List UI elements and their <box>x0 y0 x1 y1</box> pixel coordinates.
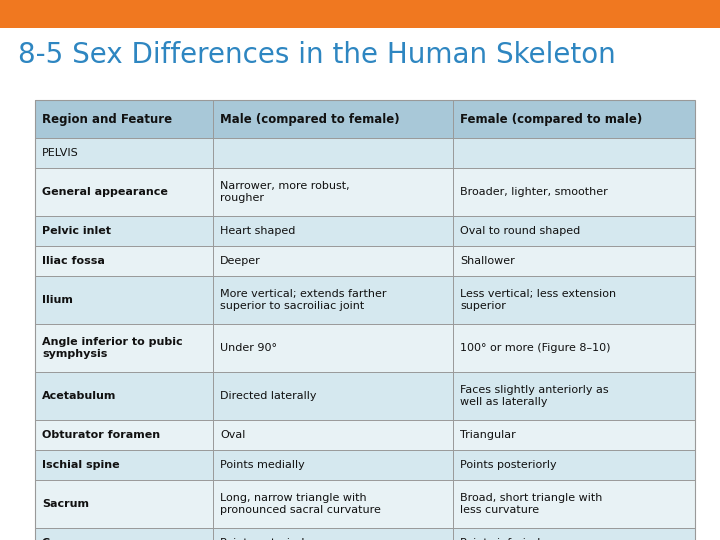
Text: Heart shaped: Heart shaped <box>220 226 295 236</box>
Text: PELVIS: PELVIS <box>42 148 78 158</box>
Bar <box>35 450 695 480</box>
Text: Obturator foramen: Obturator foramen <box>42 430 160 440</box>
Text: Triangular: Triangular <box>460 430 516 440</box>
Bar <box>35 138 695 168</box>
Text: Directed laterally: Directed laterally <box>220 391 317 401</box>
Bar <box>35 100 695 138</box>
Text: Sacrum: Sacrum <box>42 499 89 509</box>
Text: Points posteriorly: Points posteriorly <box>460 460 557 470</box>
Text: Under 90°: Under 90° <box>220 343 277 353</box>
Text: Acetabulum: Acetabulum <box>42 391 117 401</box>
Bar <box>35 480 695 528</box>
Text: Iliac fossa: Iliac fossa <box>42 256 105 266</box>
Bar <box>35 276 695 324</box>
Bar <box>35 420 695 450</box>
Bar <box>35 528 695 540</box>
Text: Long, narrow triangle with
pronounced sacral curvature: Long, narrow triangle with pronounced sa… <box>220 493 381 515</box>
Text: Deeper: Deeper <box>220 256 261 266</box>
Text: Points medially: Points medially <box>220 460 305 470</box>
Bar <box>35 216 695 246</box>
Bar <box>35 246 695 276</box>
Bar <box>35 168 695 216</box>
Bar <box>0 0 720 28</box>
Text: Broader, lighter, smoother: Broader, lighter, smoother <box>460 187 608 197</box>
Text: General appearance: General appearance <box>42 187 168 197</box>
Text: Ischial spine: Ischial spine <box>42 460 120 470</box>
Text: Points inferiorly: Points inferiorly <box>460 538 547 540</box>
Text: Male (compared to female): Male (compared to female) <box>220 112 400 125</box>
Bar <box>35 100 695 540</box>
Text: Pelvic inlet: Pelvic inlet <box>42 226 111 236</box>
Text: Angle inferior to pubic
symphysis: Angle inferior to pubic symphysis <box>42 337 183 359</box>
Text: Oval to round shaped: Oval to round shaped <box>460 226 580 236</box>
Text: Narrower, more robust,
rougher: Narrower, more robust, rougher <box>220 181 350 203</box>
Text: Female (compared to male): Female (compared to male) <box>460 112 642 125</box>
Text: Broad, short triangle with
less curvature: Broad, short triangle with less curvatur… <box>460 493 603 515</box>
Bar <box>35 372 695 420</box>
Text: Faces slightly anteriorly as
well as laterally: Faces slightly anteriorly as well as lat… <box>460 385 608 407</box>
Text: Coccyx: Coccyx <box>42 538 86 540</box>
Text: 8-5 Sex Differences in the Human Skeleton: 8-5 Sex Differences in the Human Skeleto… <box>18 41 616 69</box>
Text: Oval: Oval <box>220 430 246 440</box>
Text: Ilium: Ilium <box>42 295 73 305</box>
Bar <box>35 324 695 372</box>
Text: Region and Feature: Region and Feature <box>42 112 172 125</box>
Text: 100° or more (Figure 8–10): 100° or more (Figure 8–10) <box>460 343 611 353</box>
Text: More vertical; extends farther
superior to sacroiliac joint: More vertical; extends farther superior … <box>220 289 387 311</box>
Text: Shallower: Shallower <box>460 256 515 266</box>
Text: Points anteriorly: Points anteriorly <box>220 538 311 540</box>
Text: Less vertical; less extension
superior: Less vertical; less extension superior <box>460 289 616 311</box>
